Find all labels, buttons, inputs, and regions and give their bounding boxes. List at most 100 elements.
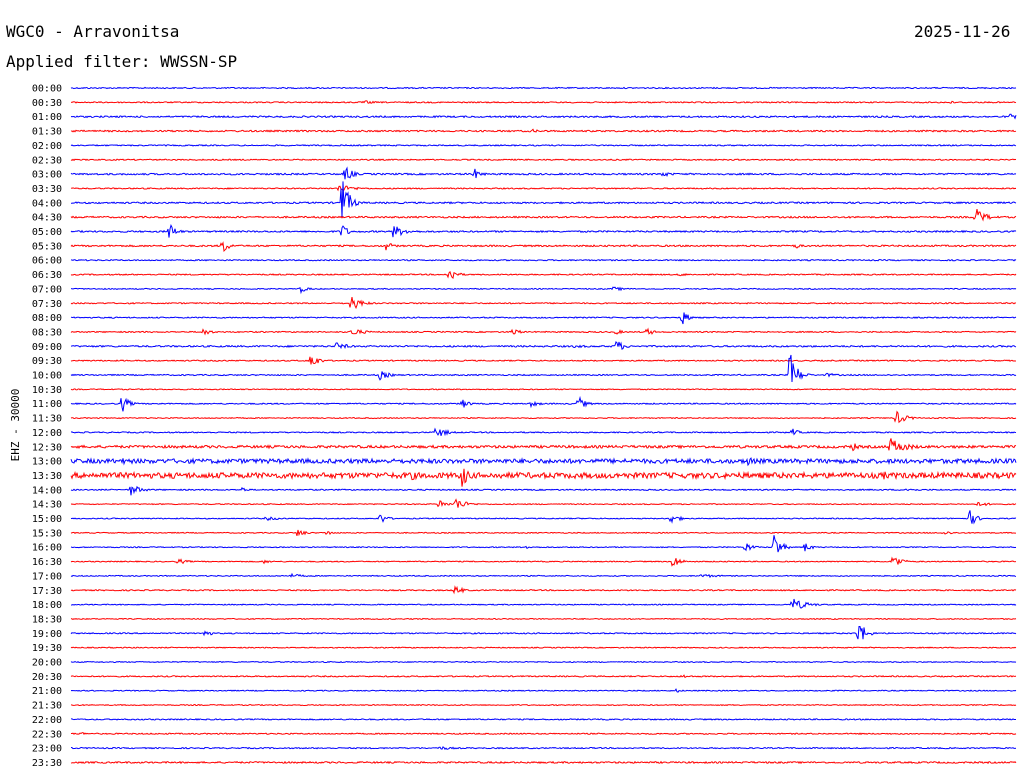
seismic-trace (70, 296, 1017, 310)
time-label: 09:30 (32, 356, 62, 367)
time-label: 13:30 (32, 471, 62, 482)
seismic-trace (70, 438, 1017, 452)
seismic-trace (70, 688, 1017, 693)
seismic-trace (70, 457, 1017, 467)
time-label: 05:30 (32, 241, 62, 252)
seismic-trace (70, 556, 1017, 567)
seismic-trace (70, 535, 1017, 553)
time-label: 08:00 (32, 313, 62, 324)
time-label: 18:30 (32, 614, 62, 625)
time-label: 00:00 (32, 84, 62, 95)
seismic-trace (70, 356, 1017, 365)
seismic-trace (70, 674, 1017, 679)
seismic-trace (70, 327, 1017, 336)
seismic-trace (70, 617, 1017, 621)
time-label: 00:30 (32, 98, 62, 109)
station-title: WGC0 - Arravonitsa (6, 22, 180, 41)
seismic-trace (70, 128, 1017, 133)
seismic-trace (70, 113, 1017, 120)
time-label: 23:30 (32, 758, 62, 769)
seismic-trace (70, 731, 1017, 736)
time-label: 12:30 (32, 442, 62, 453)
time-label: 04:30 (32, 213, 62, 224)
time-label-group: 00:00 00:30 01:00 01:30 02:00 02:30 03:00 03:30… (32, 84, 62, 769)
seismic-trace (70, 585, 1017, 595)
time-label: 19:00 (32, 629, 62, 640)
time-label: 22:00 (32, 715, 62, 726)
time-label: 04:00 (32, 198, 62, 209)
seismic-trace (70, 498, 1017, 508)
plot-date: 2025-11-26 (914, 22, 1011, 41)
seismic-trace (70, 485, 1017, 496)
time-label: 21:00 (32, 686, 62, 697)
seismic-trace (70, 100, 1017, 104)
seismic-trace (70, 144, 1017, 147)
seismic-trace (70, 258, 1017, 262)
time-label: 17:30 (32, 586, 62, 597)
seismic-trace (70, 395, 1017, 412)
time-label: 03:30 (32, 184, 62, 195)
time-label: 03:00 (32, 170, 62, 181)
seismic-trace (70, 224, 1017, 238)
seismic-trace (70, 354, 1017, 383)
time-label: 16:00 (32, 543, 62, 554)
seismic-trace (70, 646, 1017, 649)
time-label: 01:30 (32, 127, 62, 138)
time-label: 02:30 (32, 155, 62, 166)
seismic-trace (70, 312, 1017, 325)
time-label: 15:00 (32, 514, 62, 525)
seismic-trace (70, 185, 1017, 192)
time-label: 22:30 (32, 729, 62, 740)
time-label: 10:00 (32, 371, 62, 382)
time-label: 11:30 (32, 414, 62, 425)
seismic-trace (70, 572, 1017, 579)
time-label: 07:30 (32, 299, 62, 310)
time-label: 14:00 (32, 485, 62, 496)
time-label: 10:30 (32, 385, 62, 396)
time-label: 16:30 (32, 557, 62, 568)
time-label: 02:00 (32, 141, 62, 152)
time-label: 21:30 (32, 701, 62, 712)
seismic-trace (70, 388, 1017, 391)
time-label: 12:00 (32, 428, 62, 439)
time-label: 08:30 (32, 327, 62, 338)
seismic-trace (70, 510, 1017, 525)
seismic-trace (70, 286, 1017, 295)
time-label: 17:00 (32, 571, 62, 582)
seismic-trace (70, 718, 1016, 721)
seismic-trace (71, 181, 1017, 218)
time-label: 01:00 (32, 112, 62, 123)
seismic-trace (70, 427, 1017, 437)
time-label: 11:00 (32, 399, 62, 410)
seismic-trace (70, 598, 1017, 609)
time-label: 13:00 (32, 457, 62, 468)
seismic-trace (70, 209, 1017, 222)
seismic-trace (70, 703, 1017, 707)
seismic-trace (70, 340, 1017, 350)
channel-label: EHZ - 30000 (9, 389, 22, 462)
time-label: 09:00 (32, 342, 62, 353)
seismic-trace (70, 158, 1017, 162)
time-label: 06:00 (32, 256, 62, 267)
time-label: 18:00 (32, 600, 62, 611)
seismic-trace (70, 746, 1017, 751)
seismic-trace (70, 660, 1017, 664)
time-label: 06:30 (32, 270, 62, 281)
seismic-trace (70, 468, 1017, 487)
time-label: 20:30 (32, 672, 62, 683)
time-label: 05:00 (32, 227, 62, 238)
seismic-trace (70, 760, 1017, 765)
time-label: 07:00 (32, 284, 62, 295)
seismic-trace (70, 410, 1017, 424)
time-label: 14:30 (32, 500, 62, 511)
time-label: 15:30 (32, 528, 62, 539)
time-label: 19:30 (32, 643, 62, 654)
time-label: 20:00 (32, 658, 62, 669)
seismic-trace (70, 86, 1017, 90)
seismic-trace (70, 241, 1017, 252)
seismic-trace (70, 166, 1017, 180)
seismic-trace (70, 529, 1017, 537)
seismic-trace (70, 625, 1017, 640)
trace-group (70, 86, 1017, 765)
